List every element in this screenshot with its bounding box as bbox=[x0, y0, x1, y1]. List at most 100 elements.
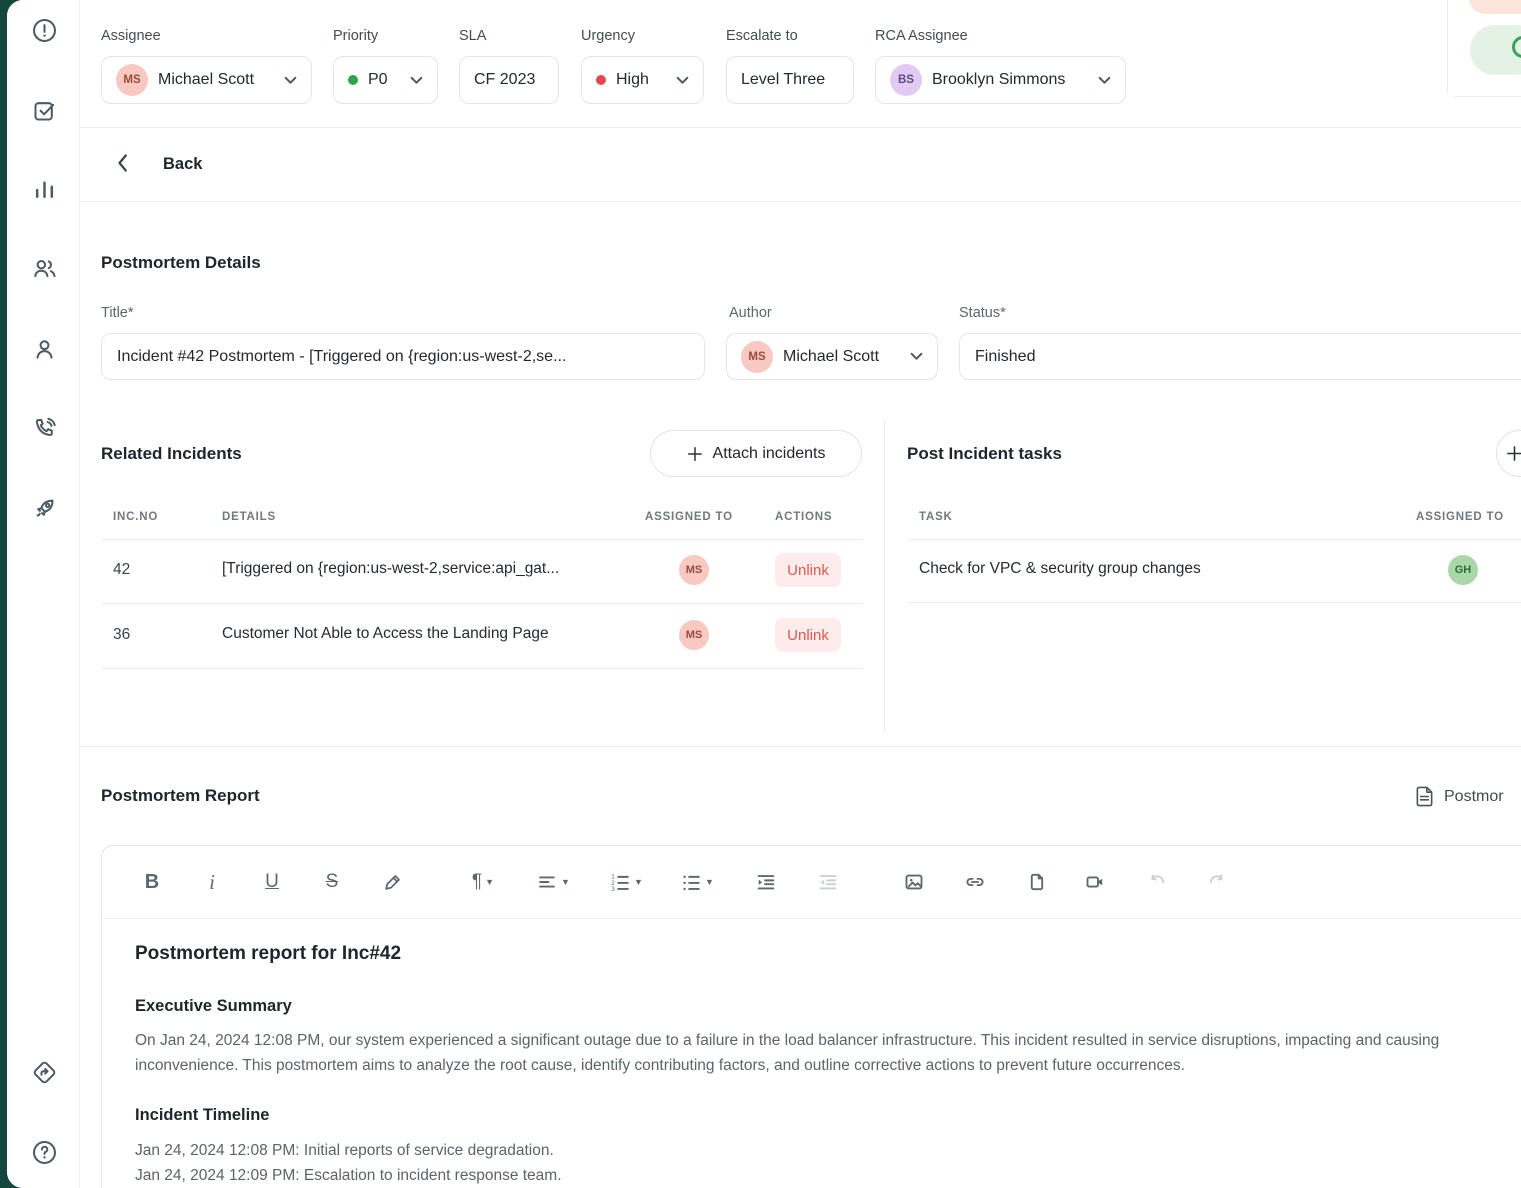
chevron-down-icon bbox=[910, 352, 923, 361]
plus-icon bbox=[687, 446, 702, 461]
highlighter-icon bbox=[385, 875, 400, 890]
escalate-field[interactable]: Level Three bbox=[726, 56, 854, 104]
avatar: GH bbox=[1448, 555, 1478, 585]
topbar-bottom-divider bbox=[79, 127, 1521, 128]
paragraph-style-button[interactable]: ¶ ▼ bbox=[471, 871, 495, 892]
back-chevron-icon[interactable] bbox=[115, 153, 139, 177]
video-camera-icon bbox=[1086, 876, 1103, 888]
bar-chart-icon[interactable] bbox=[29, 174, 59, 204]
bold-button[interactable]: B bbox=[144, 870, 160, 893]
timeline-line: Jan 24, 2024 12:08 PM: Initial reports o… bbox=[135, 1142, 554, 1159]
bullet-list-button[interactable]: ▼ bbox=[675, 866, 719, 898]
timeline-line: Jan 24, 2024 12:09 PM: Escalation to inc… bbox=[135, 1167, 562, 1184]
incident-timeline-heading: Incident Timeline bbox=[135, 1106, 270, 1124]
indent-button[interactable] bbox=[749, 866, 783, 898]
topbar-divider bbox=[1447, 0, 1448, 94]
chevron-down-icon bbox=[676, 76, 689, 85]
help-circle-icon[interactable] bbox=[29, 1137, 59, 1167]
report-doc-heading: Postmortem report for Inc#42 bbox=[135, 943, 402, 964]
align-left-icon bbox=[539, 876, 555, 888]
strikethrough-button[interactable]: S bbox=[325, 871, 339, 892]
urgency-dot-icon bbox=[596, 75, 606, 85]
text-align-button[interactable]: ▼ bbox=[532, 866, 574, 898]
status-value: Finished bbox=[975, 347, 1036, 365]
col-task: TASK bbox=[919, 511, 953, 523]
attach-incidents-label: Attach incidents bbox=[712, 444, 826, 462]
document-icon[interactable] bbox=[1415, 786, 1434, 812]
italic-button[interactable]: i bbox=[209, 869, 215, 894]
insert-file-button[interactable] bbox=[1020, 866, 1054, 898]
attach-incidents-button[interactable]: Attach incidents bbox=[650, 430, 862, 477]
ordered-list-button[interactable]: 1 2 3 ▼ bbox=[604, 866, 648, 898]
title-input[interactable]: Incident #42 Postmortem - [Triggered on … bbox=[101, 333, 705, 380]
bullet-list-icon bbox=[683, 875, 700, 891]
app-window: Assignee MS Michael Scott Priority P0 SL… bbox=[7, 0, 1521, 1188]
unlink-button[interactable]: Unlink bbox=[775, 618, 841, 652]
avatar: MS bbox=[679, 620, 709, 650]
assignee-value: Michael Scott bbox=[158, 71, 255, 88]
post-incident-tasks-heading: Post Incident tasks bbox=[907, 444, 1062, 463]
file-icon bbox=[1030, 873, 1044, 891]
author-select[interactable]: MS Michael Scott bbox=[726, 333, 938, 380]
escalate-value: Level Three bbox=[741, 71, 826, 88]
task-check-icon[interactable] bbox=[29, 95, 59, 125]
partial-green-button[interactable] bbox=[1470, 25, 1521, 75]
panels-divider bbox=[884, 420, 885, 732]
rca-assignee-label: RCA Assignee bbox=[875, 28, 968, 44]
incident-row-no: 42 bbox=[113, 561, 131, 578]
directions-icon[interactable] bbox=[29, 1057, 59, 1087]
underline-button[interactable]: U bbox=[265, 871, 279, 892]
title-value: Incident #42 Postmortem - [Triggered on … bbox=[117, 347, 567, 365]
indent-icon bbox=[757, 875, 775, 890]
chevron-down-icon bbox=[410, 76, 423, 85]
highlight-button[interactable] bbox=[376, 866, 410, 898]
table-divider bbox=[907, 539, 1521, 540]
add-task-button[interactable] bbox=[1496, 430, 1521, 477]
executive-summary-heading: Executive Summary bbox=[135, 997, 292, 1015]
assignee-select[interactable]: MS Michael Scott bbox=[101, 56, 312, 104]
rocket-icon[interactable] bbox=[29, 493, 59, 523]
editor-toolbar: B i U S ¶ ▼ ▼ 1 2 3 ▼ ▼ bbox=[102, 846, 1521, 919]
postmortem-template-link[interactable]: Postmor bbox=[1444, 788, 1504, 805]
chevron-down-icon bbox=[1098, 76, 1111, 85]
table-divider bbox=[101, 668, 863, 669]
table-divider bbox=[907, 602, 1521, 603]
ordered-list-icon: 123 bbox=[611, 875, 629, 893]
urgency-select[interactable]: High bbox=[581, 56, 704, 104]
author-value: Michael Scott bbox=[783, 347, 880, 365]
report-editor: B i U S ¶ ▼ ▼ 1 2 3 ▼ ▼ bbox=[101, 845, 1521, 1188]
back-button[interactable]: Back bbox=[163, 155, 203, 173]
avatar: MS bbox=[116, 64, 148, 96]
redo-button[interactable] bbox=[1200, 866, 1234, 898]
team-icon[interactable] bbox=[29, 253, 59, 283]
svg-text:1: 1 bbox=[611, 875, 615, 881]
phone-call-icon[interactable] bbox=[29, 413, 59, 443]
check-circle-icon bbox=[1512, 36, 1521, 58]
plus-icon bbox=[1507, 446, 1521, 461]
col-inc-no: INC.NO bbox=[113, 511, 159, 523]
priority-select[interactable]: P0 bbox=[333, 56, 438, 104]
redo-icon bbox=[1210, 874, 1223, 884]
unlink-button[interactable]: Unlink bbox=[775, 553, 841, 587]
status-label: Status* bbox=[959, 305, 1006, 321]
insert-video-button[interactable] bbox=[1078, 866, 1112, 898]
task-row-label: Check for VPC & security group changes bbox=[919, 560, 1201, 577]
table-divider bbox=[101, 539, 863, 540]
status-input[interactable]: Finished bbox=[959, 333, 1521, 380]
outdent-button[interactable] bbox=[811, 866, 845, 898]
priority-label: Priority bbox=[333, 28, 379, 44]
rca-assignee-select[interactable]: BS Brooklyn Simmons bbox=[875, 56, 1126, 104]
partial-peach-button[interactable] bbox=[1469, 0, 1521, 14]
avatar: MS bbox=[679, 555, 709, 585]
author-label: Author bbox=[729, 305, 772, 321]
svg-text:3: 3 bbox=[611, 887, 615, 893]
user-icon[interactable] bbox=[29, 334, 59, 364]
image-icon bbox=[905, 874, 923, 890]
insert-image-button[interactable] bbox=[897, 866, 931, 898]
sla-field[interactable]: CF 2023 bbox=[459, 56, 559, 104]
urgency-value: High bbox=[616, 71, 649, 88]
alert-circle-icon[interactable] bbox=[29, 15, 59, 45]
undo-button[interactable] bbox=[1140, 866, 1174, 898]
incident-row-details: Customer Not Able to Access the Landing … bbox=[222, 625, 549, 642]
insert-link-button[interactable] bbox=[958, 866, 992, 898]
